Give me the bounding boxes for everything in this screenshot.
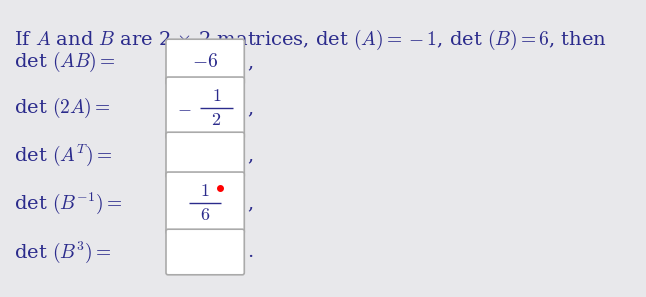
- FancyBboxPatch shape: [166, 39, 244, 85]
- FancyBboxPatch shape: [166, 172, 244, 234]
- Text: det $(\mathit{B}^3) =$: det $(\mathit{B}^3) =$: [14, 239, 112, 265]
- Text: If $\mathit{A}$ and $\mathit{B}$ are 2 $\times$ 2 matrices, det $(\mathit{A}) = : If $\mathit{A}$ and $\mathit{B}$ are 2 $…: [14, 28, 607, 52]
- Text: $6$: $6$: [200, 206, 210, 224]
- Text: ,: ,: [247, 194, 253, 212]
- Text: ,: ,: [247, 53, 253, 71]
- FancyBboxPatch shape: [166, 77, 244, 139]
- Text: det $(2\mathit{A}) =$: det $(2\mathit{A}) =$: [14, 96, 111, 120]
- Text: det $(\mathit{AB}) =$: det $(\mathit{AB}) =$: [14, 50, 116, 74]
- Text: $-6$: $-6$: [192, 53, 218, 71]
- Text: $1$: $1$: [211, 87, 221, 105]
- Text: ,: ,: [247, 99, 253, 117]
- Text: $2$: $2$: [211, 110, 222, 129]
- Text: .: .: [247, 243, 253, 261]
- Text: ,: ,: [247, 146, 253, 164]
- FancyBboxPatch shape: [166, 132, 244, 178]
- Text: $1$: $1$: [200, 182, 210, 200]
- Text: det $(\mathit{A}^T) =$: det $(\mathit{A}^T) =$: [14, 142, 113, 168]
- Text: det $(\mathit{B}^{-1}) =$: det $(\mathit{B}^{-1}) =$: [14, 190, 122, 216]
- FancyBboxPatch shape: [166, 229, 244, 275]
- Text: $-$: $-$: [177, 99, 192, 117]
